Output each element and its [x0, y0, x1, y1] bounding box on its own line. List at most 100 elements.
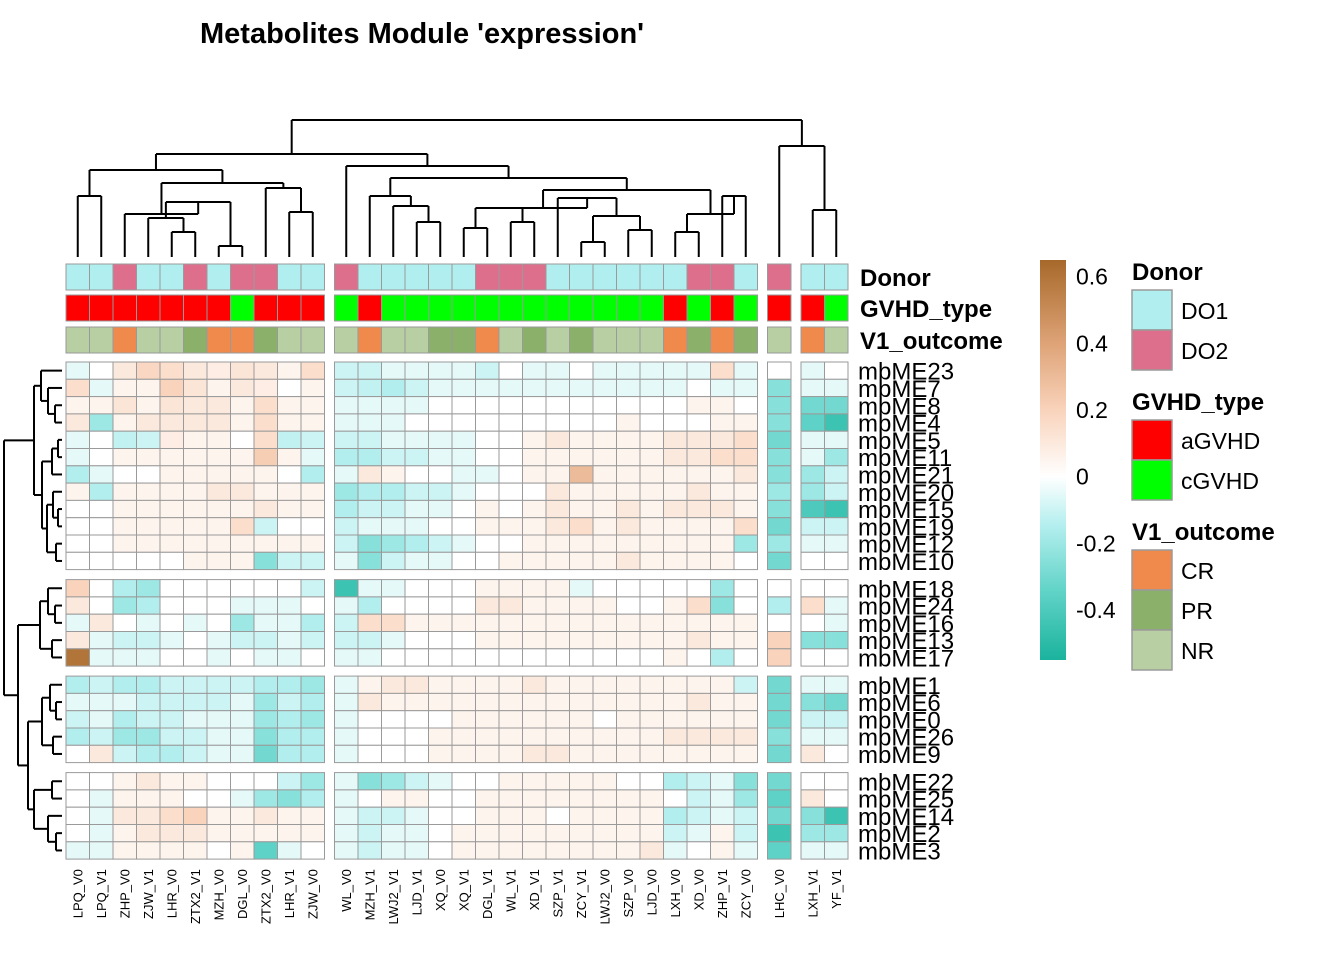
legend-label: NR	[1181, 638, 1214, 664]
annotation-cell	[230, 263, 255, 291]
legend-swatch	[1131, 629, 1173, 671]
column-annotations	[65, 263, 849, 354]
heatmap-cell	[136, 772, 161, 791]
row-label: mbME18	[858, 576, 954, 603]
heatmap-cell	[451, 378, 476, 398]
heatmap-cell	[639, 430, 664, 450]
heatmap-cell	[498, 710, 523, 729]
column-label: ZJW_V1	[141, 869, 156, 919]
color-scale-tick-label: 0.6	[1076, 264, 1108, 290]
annotation-cell	[522, 326, 547, 354]
heatmap-cell	[710, 448, 735, 467]
annotation-cell	[136, 263, 161, 291]
heatmap-cell	[404, 789, 429, 808]
heatmap-cell	[498, 482, 523, 501]
heatmap-cell	[824, 841, 849, 860]
heatmap-cell	[569, 648, 594, 667]
heatmap-cell	[277, 378, 302, 398]
heatmap-cell	[639, 824, 664, 843]
heatmap-cell	[475, 499, 500, 519]
heatmap-cell	[357, 361, 382, 380]
column-label: LJD_V1	[410, 869, 425, 915]
annotation-cell	[183, 294, 208, 322]
heatmap-cell	[206, 710, 231, 729]
heatmap-cell	[733, 361, 758, 380]
annotation-cell	[253, 294, 278, 322]
annotation-cell	[663, 326, 688, 354]
column-label: LWJ2_V0	[598, 869, 613, 924]
heatmap-cell	[136, 648, 161, 667]
row-label: mbME14	[858, 804, 954, 831]
legend-label: cGVHD	[1181, 468, 1259, 494]
heatmap-cell	[300, 482, 325, 501]
heatmap-cell	[475, 841, 500, 860]
legend-title: GVHD_type	[1132, 389, 1264, 416]
heatmap-cell	[277, 710, 302, 729]
legend-title: Donor	[1132, 259, 1203, 286]
column-label: LPQ_V1	[94, 869, 109, 918]
heatmap-cell	[686, 727, 711, 746]
heatmap-cell	[136, 430, 161, 450]
heatmap-cell	[498, 465, 523, 484]
annotation-label: V1_outcome	[860, 328, 1003, 355]
heatmap-cell	[545, 710, 570, 729]
heatmap-cell	[428, 579, 453, 598]
annotation-cell	[334, 263, 359, 291]
heatmap-cell	[824, 675, 849, 694]
heatmap-cell	[334, 824, 359, 843]
heatmap-cell	[206, 551, 231, 571]
annotation-cell	[404, 326, 429, 354]
heatmap-cell	[334, 499, 359, 519]
heatmap-cell	[89, 710, 114, 729]
heatmap-cell	[733, 396, 758, 415]
row-label: mbME26	[858, 725, 954, 752]
heatmap-cell	[183, 727, 208, 746]
heatmap-cell	[616, 517, 641, 536]
color-scale-tick-label: -0.4	[1076, 597, 1116, 623]
heatmap-cell	[733, 613, 758, 633]
heatmap-cell	[277, 631, 302, 650]
heatmap-cell	[428, 824, 453, 843]
heatmap-cell	[300, 361, 325, 380]
heatmap-cell	[710, 482, 735, 501]
heatmap-cell	[300, 824, 325, 843]
column-label: ZHP_V0	[118, 869, 133, 918]
heatmap-cell	[710, 413, 735, 432]
heatmap-cell	[89, 789, 114, 808]
heatmap-cell	[639, 744, 664, 764]
heatmap-cell	[545, 396, 570, 415]
heatmap-cell	[136, 413, 161, 432]
heatmap-cell	[159, 648, 184, 667]
heatmap-cell	[89, 841, 114, 860]
heatmap-cell	[616, 465, 641, 484]
heatmap-cell	[357, 692, 382, 712]
heatmap-cell	[89, 396, 114, 415]
heatmap-cell	[733, 648, 758, 667]
heatmap-cell	[183, 413, 208, 432]
heatmap-cell	[334, 551, 359, 571]
heatmap-cell	[253, 727, 278, 746]
heatmap-cell	[545, 727, 570, 746]
heatmap-cell	[404, 744, 429, 764]
heatmap-cell	[65, 744, 90, 764]
heatmap-cell	[112, 692, 137, 712]
heatmap-cell	[381, 613, 406, 633]
heatmap-cell	[136, 534, 161, 553]
heatmap-cell	[824, 378, 849, 398]
row-label: mbME17	[858, 645, 954, 672]
heatmap-cell	[404, 841, 429, 860]
column-label: LJD_V0	[645, 869, 660, 915]
heatmap-cell	[206, 596, 231, 615]
heatmap-cell	[522, 710, 547, 729]
heatmap-cell	[522, 648, 547, 667]
heatmap-cell	[733, 551, 758, 571]
heatmap-cell	[159, 596, 184, 615]
heatmap-cell	[300, 378, 325, 398]
heatmap-cell	[89, 499, 114, 519]
annotation-cell	[357, 326, 382, 354]
heatmap-cell	[710, 517, 735, 536]
heatmap-cell	[592, 841, 617, 860]
heatmap-cell	[475, 361, 500, 380]
heatmap-cell	[404, 710, 429, 729]
annotation-cell	[334, 294, 359, 322]
